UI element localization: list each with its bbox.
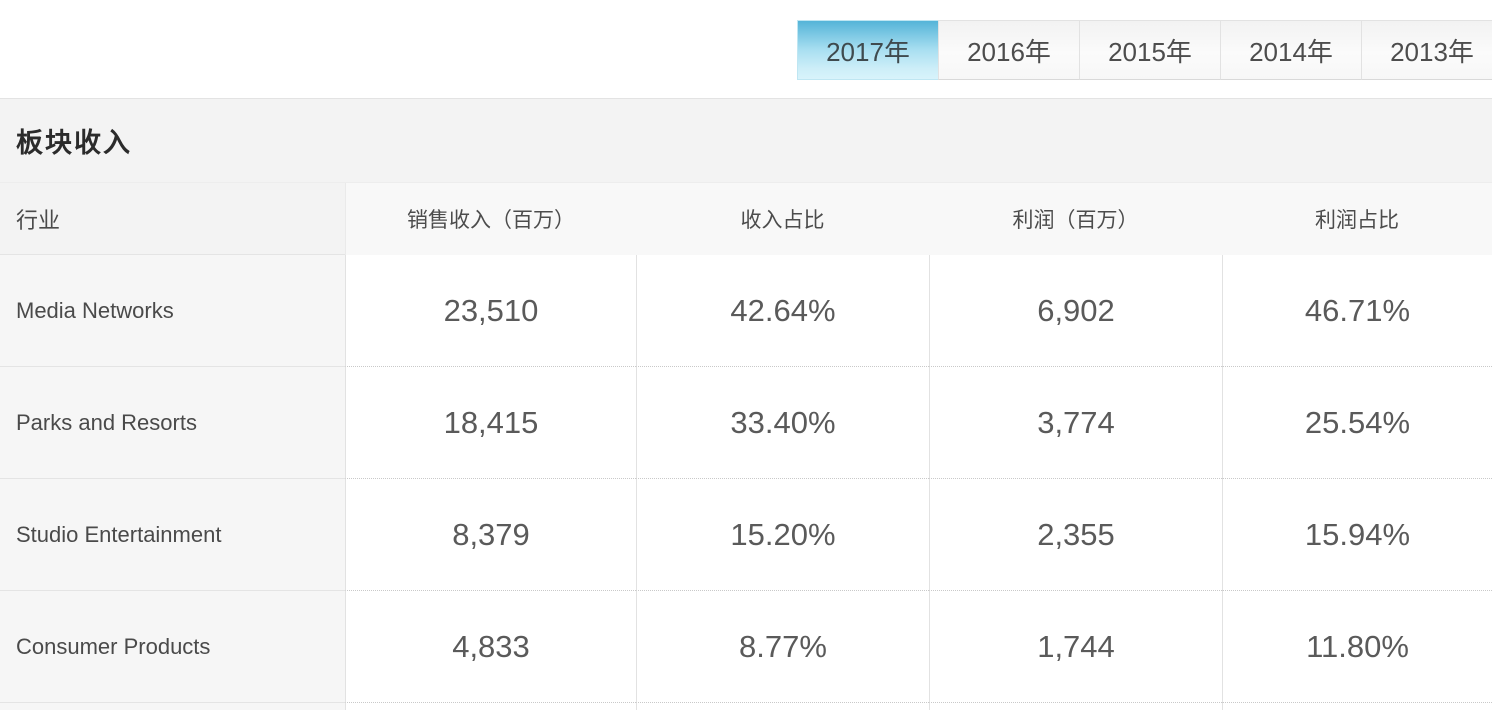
column-header-profit-share: 利润占比: [1222, 183, 1492, 255]
column-header-industry: 行业: [0, 183, 345, 255]
table-header-row: 行业 销售收入（百万） 收入占比 利润（百万） 利润占比: [0, 183, 1492, 255]
cell-profit: 6,902: [929, 255, 1222, 367]
row-label: Studio Entertainment: [0, 479, 345, 591]
segment-revenue-table: 行业 销售收入（百万） 收入占比 利润（百万） 利润占比 Media Netwo…: [0, 183, 1492, 710]
cell-profit-share: 25.54%: [1222, 367, 1492, 479]
tab-year-2016[interactable]: 2016年: [938, 20, 1080, 80]
tab-year-2013[interactable]: 2013年: [1361, 20, 1492, 80]
row-label: Parks and Resorts: [0, 367, 345, 479]
cell-revenue: 18,415: [345, 367, 636, 479]
cell-profit-share: 46.71%: [1222, 255, 1492, 367]
section-title-bar: 板块收入: [0, 98, 1492, 183]
cell-revenue-share: 42.64%: [636, 255, 929, 367]
row-label: [0, 703, 345, 710]
year-tabs: 2017年 2016年 2015年 2014年 2013年: [797, 20, 1492, 80]
cell-profit: 3,774: [929, 367, 1222, 479]
cell-revenue: 23,510: [345, 255, 636, 367]
table-row: Parks and Resorts 18,415 33.40% 3,774 25…: [0, 367, 1492, 479]
table-row-partial: [0, 703, 1492, 710]
column-header-revenue: 销售收入（百万）: [345, 183, 636, 255]
row-label: Consumer Products: [0, 591, 345, 703]
cell-revenue-share: 8.77%: [636, 591, 929, 703]
cell-profit-share: 15.94%: [1222, 479, 1492, 591]
cell-profit: 1,744: [929, 591, 1222, 703]
cell-revenue-share: 15.20%: [636, 479, 929, 591]
row-label: Media Networks: [0, 255, 345, 367]
cell-revenue: 8,379: [345, 479, 636, 591]
tab-year-2017[interactable]: 2017年: [797, 20, 939, 80]
tab-year-2014[interactable]: 2014年: [1220, 20, 1362, 80]
cell-profit-share: 11.80%: [1222, 591, 1492, 703]
cell-revenue-share: 33.40%: [636, 367, 929, 479]
tab-year-2015[interactable]: 2015年: [1079, 20, 1221, 80]
year-tabs-bar: 2017年 2016年 2015年 2014年 2013年: [0, 0, 1492, 98]
column-header-profit: 利润（百万）: [929, 183, 1222, 255]
table-row: Studio Entertainment 8,379 15.20% 2,355 …: [0, 479, 1492, 591]
cell-profit: 2,355: [929, 479, 1222, 591]
section-title: 板块收入: [16, 128, 132, 158]
table-row: Media Networks 23,510 42.64% 6,902 46.71…: [0, 255, 1492, 367]
cell-revenue: 4,833: [345, 591, 636, 703]
table-row: Consumer Products 4,833 8.77% 1,744 11.8…: [0, 591, 1492, 703]
column-header-revenue-share: 收入占比: [636, 183, 929, 255]
